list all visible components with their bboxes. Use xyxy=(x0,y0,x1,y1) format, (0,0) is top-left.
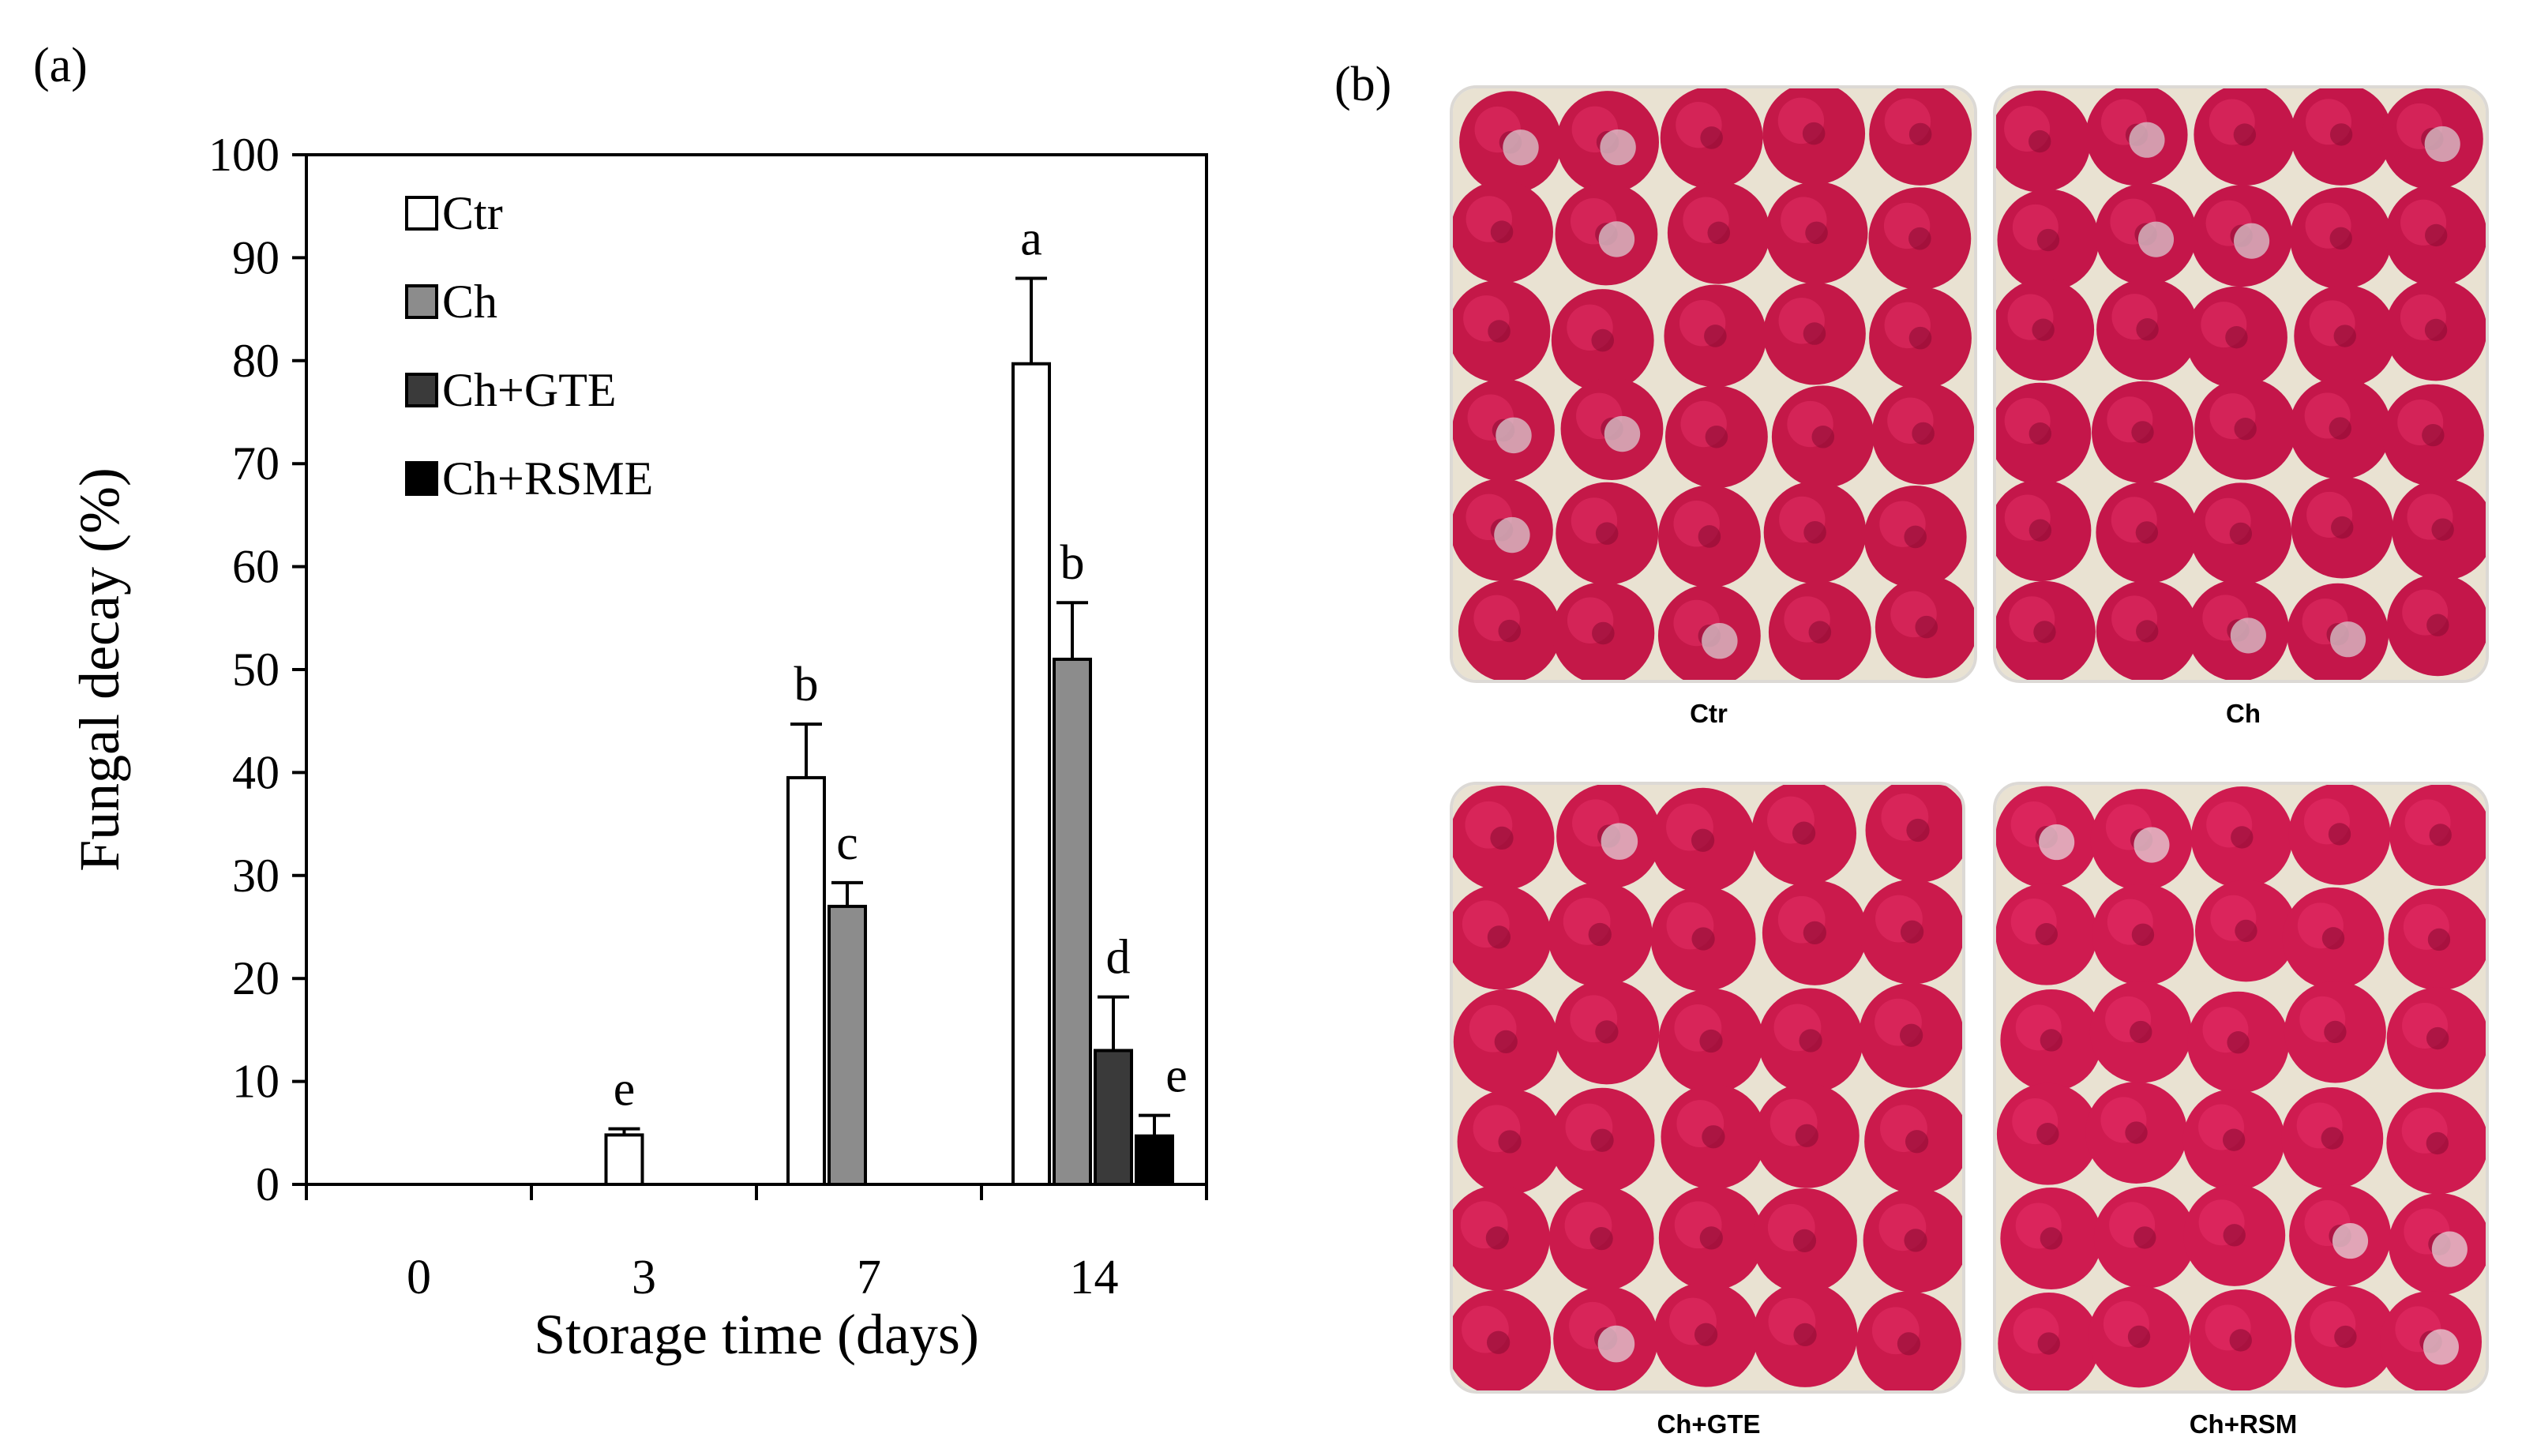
x-tick-label: 0 xyxy=(407,1251,431,1304)
photo-caption: Ch+GTE xyxy=(1657,1409,1761,1439)
photo-ch-gte xyxy=(1450,782,1965,1394)
y-tick-label: 90 xyxy=(232,231,280,283)
bar-ch-rsme xyxy=(1135,1134,1174,1187)
legend-label: Ctr xyxy=(442,187,503,239)
significance-letter: c xyxy=(836,816,858,870)
legend-swatch xyxy=(405,461,438,496)
raspberry-image xyxy=(1996,785,2486,1390)
y-tick-label: 30 xyxy=(232,850,280,902)
photo-ch-rsm xyxy=(1993,782,2489,1394)
legend-swatch xyxy=(405,373,438,407)
photo-ctr xyxy=(1450,85,1977,683)
significance-letter: b xyxy=(794,658,819,711)
panel-a-label: (a) xyxy=(33,39,88,92)
legend-label: Ch+GTE xyxy=(442,364,617,416)
bar-ctr xyxy=(786,775,826,1186)
significance-letter: d xyxy=(1106,931,1131,985)
legend-swatch xyxy=(405,284,438,319)
photo-ch xyxy=(1993,85,2489,683)
x-tick-label: 14 xyxy=(1070,1251,1119,1304)
x-axis-label: Storage time (days) xyxy=(534,1303,979,1366)
significance-letter: b xyxy=(1060,536,1085,590)
y-tick-label: 80 xyxy=(232,335,280,387)
raspberry-image xyxy=(1453,785,1962,1390)
legend-label: Ch+RSME xyxy=(442,452,653,505)
photo-caption: Ctr xyxy=(1690,699,1728,728)
y-tick-label: 10 xyxy=(232,1056,280,1108)
photo-caption: Ch xyxy=(2226,699,2261,728)
x-tick-label: 3 xyxy=(632,1251,656,1304)
bar-ctr xyxy=(1011,362,1051,1186)
significance-letter: e xyxy=(1165,1049,1188,1103)
fungal-decay-bar-chart: 0 10 20 30 40 50 60 70 80 90 100 0 3 7 14 Storage time … xyxy=(68,129,1208,1366)
raspberry-image xyxy=(1453,88,1974,680)
raspberry-image xyxy=(1996,88,2486,680)
significance-letter: a xyxy=(1020,212,1042,265)
y-tick-label: 20 xyxy=(232,952,280,1004)
panel-b-label: (b) xyxy=(1334,58,1392,111)
bar-ch-gte xyxy=(1094,1049,1133,1186)
y-tick-label: 60 xyxy=(232,541,280,593)
y-tick-label: 0 xyxy=(256,1158,280,1210)
legend-label: Ch xyxy=(442,276,497,328)
y-axis-label: Fungal decay (%) xyxy=(68,467,131,872)
legend-swatch xyxy=(405,196,438,231)
bar-ch xyxy=(828,904,867,1187)
y-tick-label: 70 xyxy=(232,437,280,490)
significance-letter: e xyxy=(614,1063,636,1116)
bar-ctr xyxy=(604,1133,644,1186)
y-tick-label: 50 xyxy=(232,644,280,696)
photo-caption: Ch+RSM xyxy=(2189,1409,2298,1439)
x-tick-label: 7 xyxy=(857,1251,881,1304)
y-tick-label: 40 xyxy=(232,746,280,798)
y-tick-label: 100 xyxy=(208,129,280,181)
bar-ch xyxy=(1053,657,1092,1186)
